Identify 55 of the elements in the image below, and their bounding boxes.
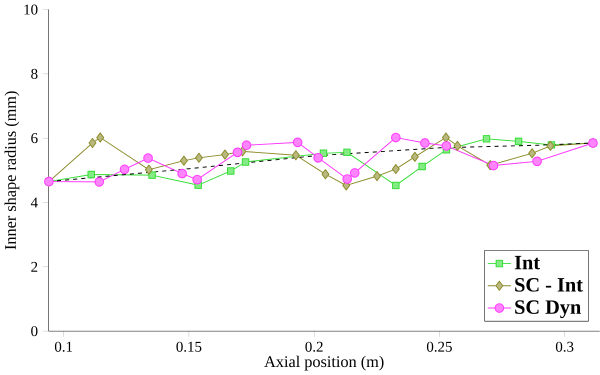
- point: [292, 138, 302, 148]
- point: [88, 138, 96, 148]
- legend-label: SC Dyn: [515, 300, 581, 318]
- y-tick-label: 0: [31, 326, 38, 336]
- point: [442, 141, 452, 151]
- point: [418, 162, 426, 170]
- x-tick-label: 0.25: [426, 342, 452, 352]
- point: [391, 132, 401, 142]
- point: [442, 132, 450, 143]
- point: [514, 138, 522, 146]
- point: [148, 171, 156, 179]
- point: [454, 140, 462, 151]
- point: [180, 156, 188, 166]
- point: [195, 152, 203, 163]
- point: [528, 148, 536, 158]
- x-tick-label: 0.1: [54, 342, 72, 352]
- point: [532, 156, 542, 166]
- point: [488, 160, 498, 170]
- y-tick-label: 8: [31, 68, 38, 79]
- point: [482, 135, 490, 143]
- point: [350, 168, 360, 178]
- y-tick-label: 10: [24, 4, 38, 15]
- point: [242, 158, 250, 166]
- point: [292, 150, 300, 160]
- x-axis-title: Axial position (m): [264, 356, 384, 370]
- y-axis-title: Inner shape radius (mm): [4, 91, 20, 250]
- x-tick-label: 0.2: [305, 342, 323, 352]
- point: [96, 132, 104, 143]
- point: [342, 174, 352, 184]
- point: [144, 164, 153, 175]
- point: [420, 138, 430, 148]
- point: [143, 153, 153, 163]
- point: [392, 182, 400, 190]
- point: [322, 169, 330, 180]
- point: [192, 174, 202, 184]
- point: [410, 152, 419, 162]
- point: [343, 148, 351, 156]
- point: [87, 170, 95, 178]
- legend-label: Int: [514, 256, 540, 270]
- point: [242, 140, 252, 150]
- point: [392, 164, 400, 174]
- point: [177, 168, 187, 178]
- x-tick-label: 0.15: [176, 342, 202, 352]
- point: [373, 171, 381, 182]
- y-tick-label: 2: [31, 262, 38, 272]
- x-tick-label: 0.3: [556, 342, 574, 352]
- point: [94, 177, 104, 187]
- point: [313, 152, 323, 163]
- point: [120, 164, 130, 174]
- legend-label: SC - Int: [515, 278, 583, 292]
- y-tick-label: 4: [30, 198, 38, 208]
- point: [227, 167, 234, 175]
- point: [221, 150, 229, 160]
- y-tick-label: 6: [31, 133, 38, 144]
- point: [232, 148, 242, 158]
